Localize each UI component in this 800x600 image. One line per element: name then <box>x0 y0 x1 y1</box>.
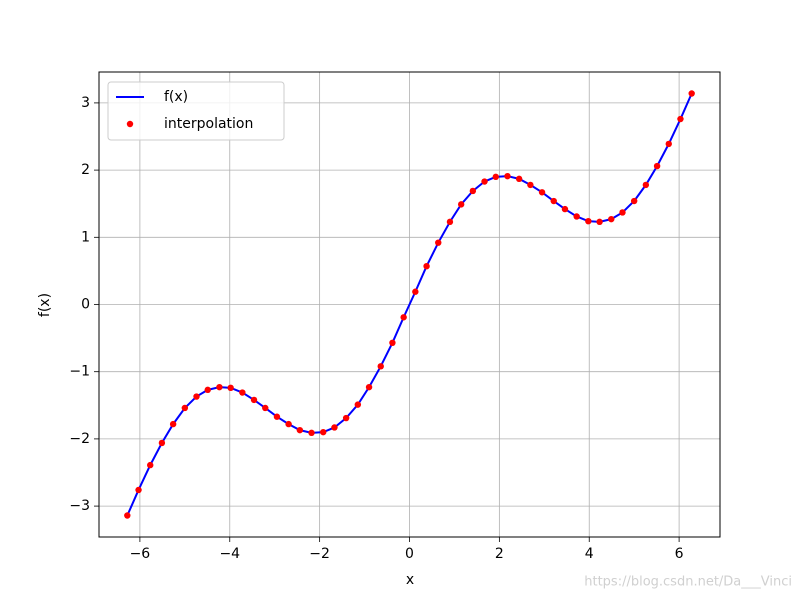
watermark: https://blog.csdn.net/Da___Vinci <box>584 575 792 590</box>
point <box>481 178 488 185</box>
point <box>273 413 281 420</box>
point <box>677 115 684 123</box>
point <box>216 383 223 391</box>
legend-box <box>107 81 285 141</box>
point <box>561 205 569 213</box>
point <box>342 414 350 422</box>
point <box>446 218 454 226</box>
point <box>527 181 534 189</box>
y-tick-label: 3 <box>81 95 90 111</box>
y-tick-label: −3 <box>69 498 90 514</box>
point <box>124 512 131 519</box>
point <box>585 217 592 225</box>
point <box>377 363 384 370</box>
point <box>354 401 362 408</box>
legend-label: interpolation <box>164 116 253 132</box>
point <box>193 393 200 400</box>
y-tick-label: −1 <box>69 364 90 380</box>
point <box>285 420 292 428</box>
point <box>642 181 650 189</box>
point <box>550 197 557 205</box>
point <box>665 140 672 148</box>
point <box>423 262 430 270</box>
point <box>457 201 465 208</box>
point <box>653 162 661 170</box>
point <box>389 339 396 347</box>
point <box>169 420 177 428</box>
point <box>135 486 142 494</box>
legend-swatch <box>126 120 134 128</box>
point <box>147 461 154 469</box>
point <box>619 209 626 216</box>
x-tick-label: −4 <box>219 546 240 562</box>
point <box>227 384 234 392</box>
point <box>400 314 407 321</box>
point <box>435 239 442 246</box>
point <box>158 439 166 447</box>
x-tick-label: 4 <box>585 546 594 562</box>
point <box>515 175 523 183</box>
point <box>239 389 246 396</box>
axes-frame <box>98 71 721 538</box>
x-tick-label: −2 <box>309 546 330 562</box>
x-tick-label: 0 <box>405 546 414 562</box>
point <box>296 426 304 434</box>
y-tick-label: −2 <box>69 431 90 447</box>
x-axis-label: x <box>406 572 414 588</box>
y-axis-label: f(x) <box>37 293 53 317</box>
y-tick-label: 0 <box>81 297 90 313</box>
point <box>469 187 477 195</box>
legend-label: f(x) <box>164 89 188 105</box>
y-tick-label: 1 <box>81 229 90 245</box>
y-tick-label: 2 <box>81 162 90 178</box>
x-tick-label: −6 <box>130 546 151 562</box>
point <box>181 404 189 412</box>
point <box>250 396 258 404</box>
point <box>688 90 695 97</box>
legend: f(x) interpolation <box>107 81 285 141</box>
x-tick-label: 6 <box>675 546 684 562</box>
point <box>412 288 419 295</box>
point <box>262 404 269 412</box>
x-tick-label: 2 <box>495 546 504 562</box>
point <box>204 386 211 394</box>
point <box>573 213 580 220</box>
point <box>596 218 603 226</box>
point <box>308 429 315 437</box>
point <box>630 197 638 205</box>
point <box>331 424 338 431</box>
point <box>538 189 546 196</box>
point <box>504 172 511 180</box>
point <box>365 383 373 391</box>
point <box>608 215 615 223</box>
point <box>492 173 499 181</box>
point <box>320 428 327 436</box>
